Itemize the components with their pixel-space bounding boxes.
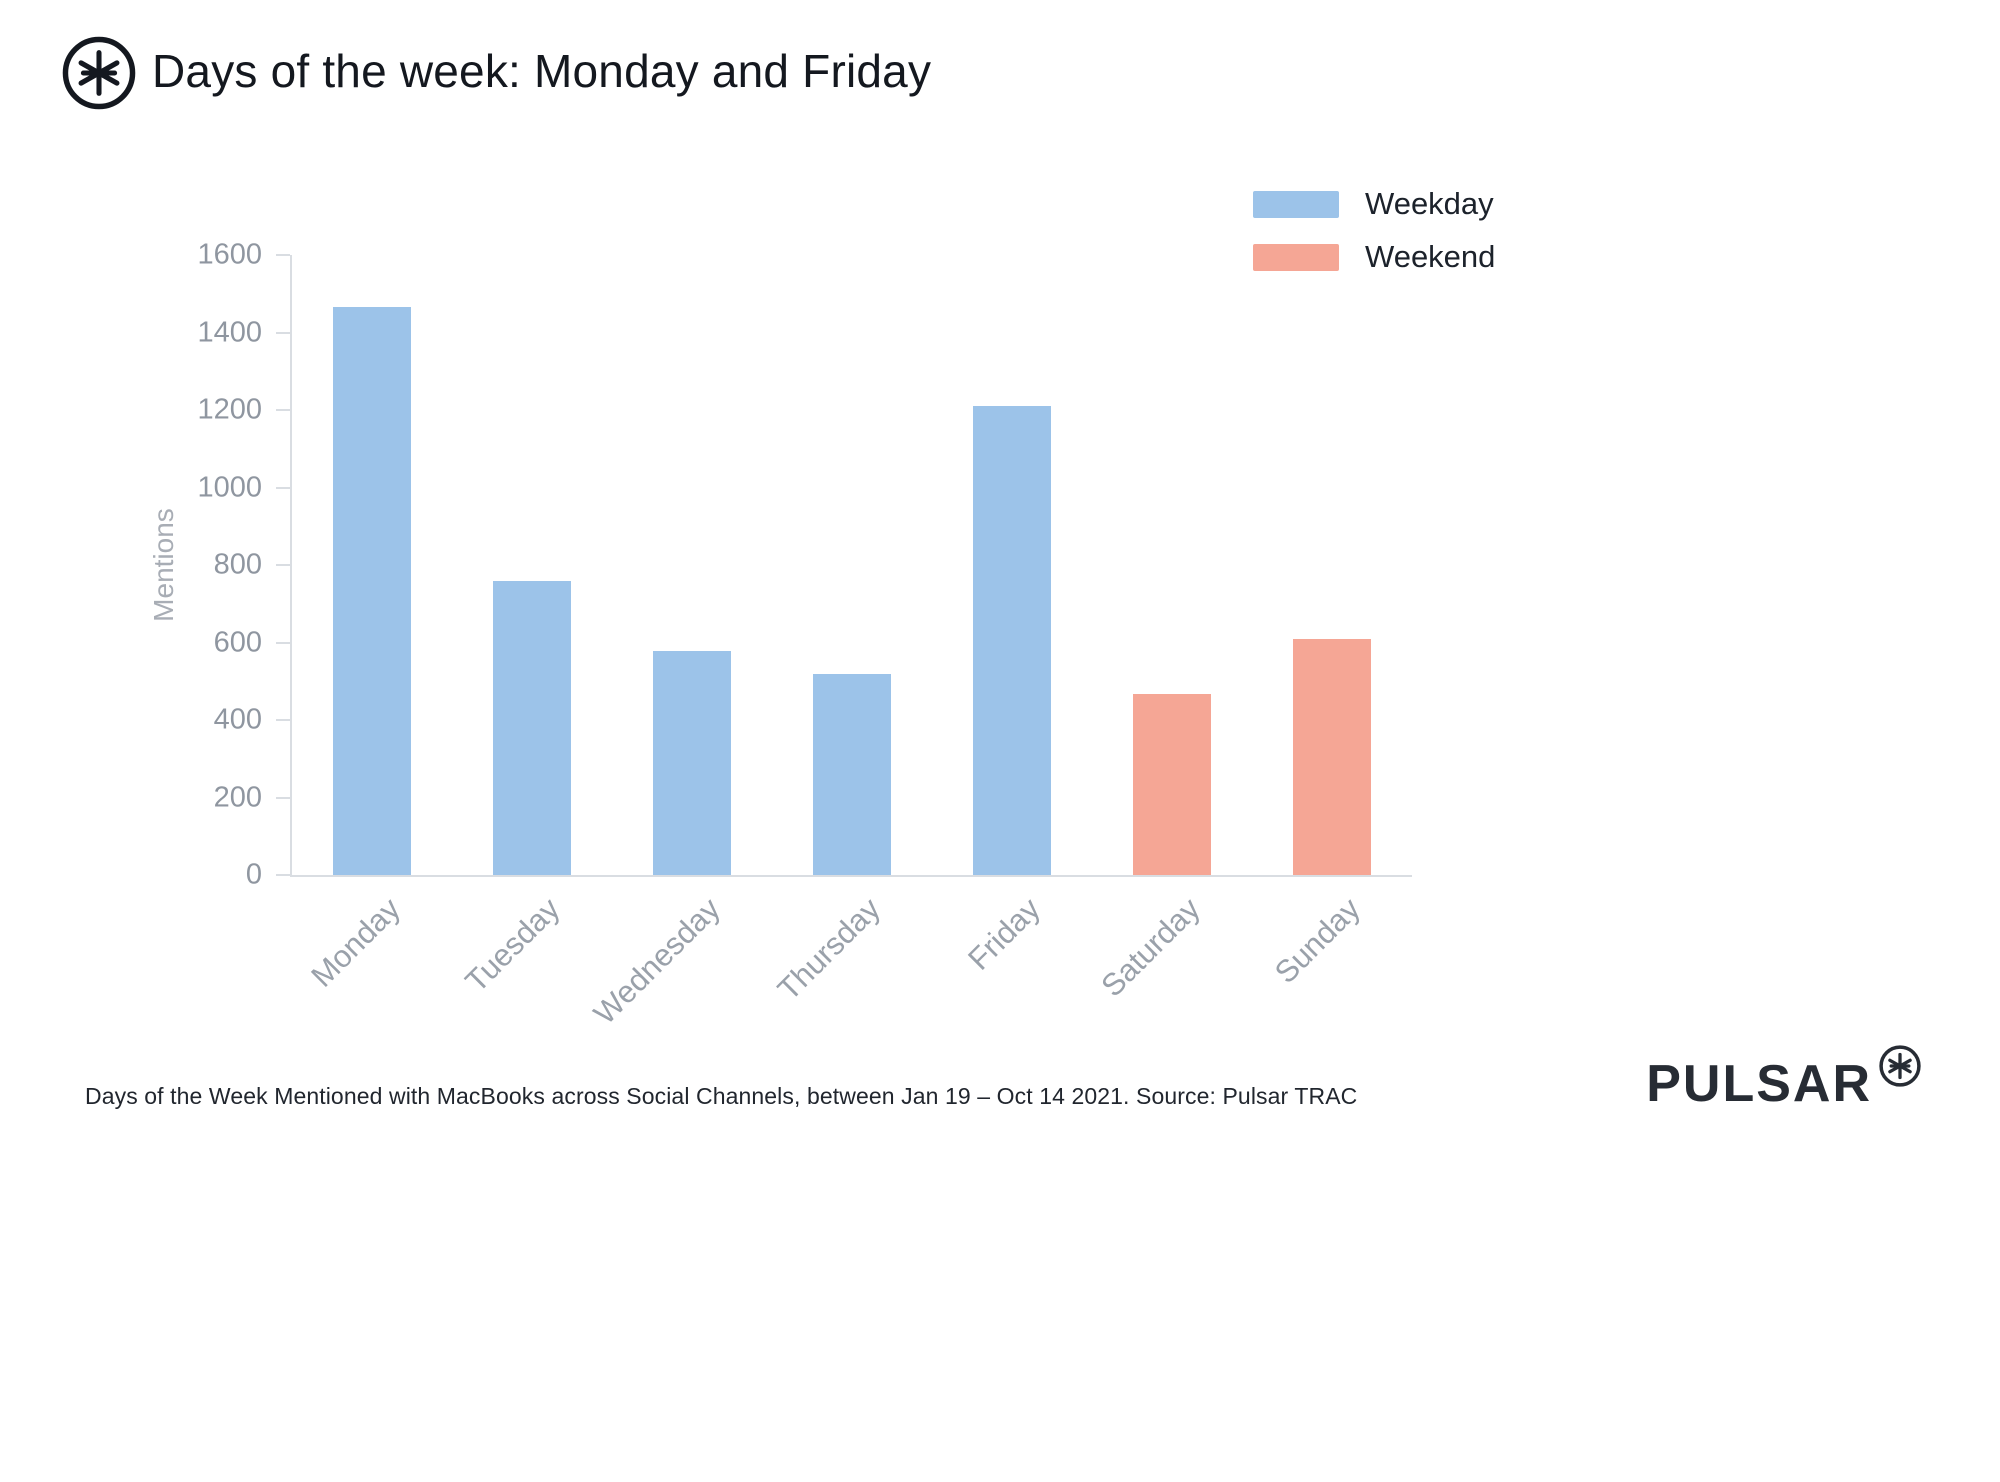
pulsar-wordmark-text: PULSAR xyxy=(1646,1055,1872,1113)
pulsar-wordmark: PULSAR xyxy=(1646,1044,1922,1110)
bar-monday xyxy=(333,307,411,875)
legend-item-weekend: Weekend xyxy=(1253,239,1495,275)
pulsar-asterisk-logo-icon xyxy=(60,34,138,112)
y-tick-label: 400 xyxy=(213,703,262,736)
pulsar-asterisk-icon xyxy=(1878,1044,1922,1088)
x-tick-label-thursday: Thursday xyxy=(770,891,887,1008)
y-tick-label: 1000 xyxy=(197,471,262,503)
y-tick-mark xyxy=(276,641,290,644)
x-tick-label-friday: Friday xyxy=(961,891,1047,977)
x-tick-label-saturday: Saturday xyxy=(1094,891,1207,1004)
bar-sunday xyxy=(1293,638,1371,875)
y-tick-label: 800 xyxy=(213,548,262,581)
x-tick-label-monday: Monday xyxy=(304,891,407,994)
y-axis-label: Mentions xyxy=(148,508,179,622)
y-tick-mark xyxy=(276,486,290,489)
source-caption: Days of the Week Mentioned with MacBooks… xyxy=(85,1083,1358,1109)
y-tick-label: 1600 xyxy=(197,238,262,271)
y-tick-label: 1400 xyxy=(197,316,262,348)
y-tick-mark xyxy=(276,254,290,256)
legend-swatch-weekday xyxy=(1253,190,1339,218)
bar-saturday xyxy=(1133,693,1211,875)
x-tick-label-wednesday: Wednesday xyxy=(586,891,727,1032)
x-axis-line xyxy=(290,875,1412,877)
plot-area: Mentions 0 200 400 600 800 1000 1200 1400 1600 Mo… xyxy=(148,239,1412,1031)
legend-label: Weekend xyxy=(1365,239,1496,274)
page-title: Days of the week: Monday and Friday xyxy=(152,45,932,97)
legend-swatch-weekend xyxy=(1253,243,1339,271)
legend-item-weekday: Weekday xyxy=(1253,186,1495,222)
x-tick-label-sunday: Sunday xyxy=(1267,891,1367,991)
bar-wednesday xyxy=(653,651,731,875)
y-tick-mark xyxy=(276,564,290,566)
x-tick-label-tuesday: Tuesday xyxy=(458,891,567,1000)
y-tick-mark xyxy=(276,874,290,876)
y-tick-mark xyxy=(276,796,290,799)
y-tick-mark xyxy=(276,331,290,334)
bar-thursday xyxy=(813,674,891,875)
y-tick-label: 1200 xyxy=(197,393,262,426)
bar-tuesday xyxy=(493,580,571,875)
y-tick-label: 0 xyxy=(245,858,262,891)
y-tick-mark xyxy=(276,409,290,411)
legend-label: Weekday xyxy=(1365,186,1494,221)
y-tick-label: 200 xyxy=(213,781,262,813)
y-tick-label: 600 xyxy=(213,626,262,658)
y-tick-mark xyxy=(276,719,290,721)
bar-friday xyxy=(973,406,1051,875)
legend: Weekday Weekend xyxy=(1253,186,1495,275)
